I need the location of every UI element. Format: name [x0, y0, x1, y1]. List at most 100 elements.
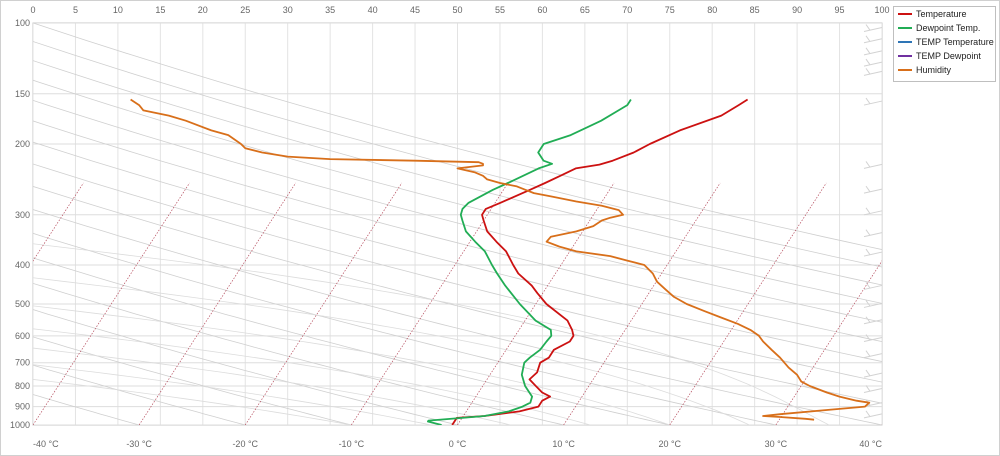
dry-adiabat	[33, 60, 882, 286]
humidity-tick-label: 100	[874, 5, 889, 15]
legend-label: TEMP Temperature	[916, 37, 994, 47]
pressure-tick-label: 900	[15, 402, 30, 412]
pressure-tick-label: 700	[15, 358, 30, 368]
legend-item: TEMP Temperature	[894, 35, 995, 49]
temperature-tick-label: -10 °C	[339, 439, 365, 449]
dry-adiabat	[33, 141, 882, 362]
humidity-tick-label: 60	[537, 5, 547, 15]
wind-barb-mark	[863, 210, 883, 216]
dry-adiabat	[33, 209, 882, 425]
pressure-tick-label: 1000	[10, 420, 30, 430]
wind-barb-mark	[863, 61, 883, 67]
wind-barb-mark	[863, 353, 883, 359]
legend-swatch	[898, 41, 912, 43]
wind-barb-mark	[863, 302, 883, 308]
pressure-tick-label: 400	[15, 260, 30, 270]
humidity-tick-label: 35	[325, 5, 335, 15]
dry-adiabat	[33, 23, 882, 250]
wind-barbs	[863, 24, 883, 419]
humidity-tick-label: 65	[580, 5, 590, 15]
moist-adiabat	[33, 328, 591, 425]
wind-barb-mark	[863, 70, 883, 76]
isotherm-line	[881, 424, 882, 425]
isotherm-line	[138, 182, 296, 425]
legend-label: Temperature	[916, 9, 967, 19]
humidity-tick-label: 80	[707, 5, 717, 15]
moist-adiabat	[33, 305, 670, 425]
temperature-tick-label: 20 °C	[658, 439, 681, 449]
wind-barb-mark	[865, 161, 871, 168]
moist-adiabat	[33, 379, 352, 425]
legend-item: Humidity	[894, 63, 995, 77]
grid	[33, 23, 1000, 425]
legend-swatch	[898, 13, 912, 15]
series-line-temperature	[451, 98, 749, 425]
legend-label: Dewpoint Temp.	[916, 23, 981, 33]
pressure-tick-label: 300	[15, 210, 30, 220]
pressure-tick-label: 500	[15, 299, 30, 309]
wind-barb-mark	[865, 316, 871, 323]
legend: Temperature Dewpoint Temp. TEMP Temperatur…	[893, 6, 996, 82]
legend-swatch	[898, 69, 912, 71]
wind-barb-mark	[865, 410, 871, 417]
wind-barb-mark	[865, 334, 871, 341]
humidity-tick-label: 75	[665, 5, 675, 15]
isotherm-line	[669, 182, 827, 425]
legend-item: Temperature	[894, 7, 995, 21]
temperature-tick-label: -30 °C	[126, 439, 152, 449]
humidity-tick-label: 5	[73, 5, 78, 15]
wind-barb-mark	[863, 319, 883, 325]
humidity-tick-label: 85	[750, 5, 760, 15]
legend-label: TEMP Dewpoint	[916, 51, 981, 61]
temperature-tick-label: -40 °C	[33, 439, 59, 449]
humidity-tick-label: 70	[622, 5, 632, 15]
wind-barb-mark	[863, 251, 883, 257]
moist-adiabat	[33, 277, 750, 425]
wind-barb-mark	[865, 207, 871, 214]
wind-barb-mark	[863, 284, 883, 290]
pressure-tick-label: 100	[15, 18, 30, 28]
isotherm-line	[33, 182, 84, 262]
wind-barb-mark	[865, 369, 871, 377]
wind-barb-mark	[863, 372, 883, 378]
dry-adiabat	[33, 364, 246, 425]
dry-adiabat	[33, 99, 882, 323]
isotherm-line	[33, 182, 190, 425]
isotherm-line	[563, 182, 721, 425]
pressure-tick-label: 800	[15, 381, 30, 391]
humidity-tick-label: 90	[792, 5, 802, 15]
legend-swatch	[898, 27, 912, 29]
humidity-tick-label: 95	[835, 5, 845, 15]
wind-barb-mark	[865, 282, 871, 289]
wind-barb-mark	[865, 24, 871, 31]
wind-barb-mark	[863, 387, 883, 393]
wind-barb-mark	[865, 97, 871, 105]
dry-adiabat	[33, 394, 140, 425]
series-line-humidity	[130, 98, 871, 421]
wind-barb-mark	[865, 68, 871, 75]
legend-item: Dewpoint Temp.	[894, 21, 995, 35]
humidity-tick-label: 55	[495, 5, 505, 15]
wind-barb-mark	[865, 47, 871, 54]
wind-barb-mark	[865, 248, 871, 256]
pressure-tick-label: 150	[15, 89, 30, 99]
humidity-tick-label: 20	[198, 5, 208, 15]
humidity-tick-label: 10	[113, 5, 123, 15]
wind-barb-mark	[863, 100, 883, 106]
dry-adiabat	[33, 185, 882, 404]
wind-barb-mark	[865, 385, 871, 392]
temperature-tick-label: 40 °C	[859, 439, 882, 449]
series-line-dewpoint-temp	[426, 99, 632, 425]
pressure-tick-label: 200	[15, 139, 30, 149]
wind-barb-mark	[863, 188, 883, 194]
temperature-tick-label: 10 °C	[552, 439, 575, 449]
moist-adiabat	[33, 347, 511, 425]
dry-adiabat	[33, 41, 882, 268]
isotherm-line	[988, 183, 1000, 425]
wind-barb-mark	[865, 229, 871, 236]
wind-barb-mark	[863, 38, 883, 44]
temperature-tick-label: -20 °C	[232, 439, 258, 449]
moist-adiabat	[33, 243, 830, 425]
humidity-tick-label: 40	[368, 5, 378, 15]
